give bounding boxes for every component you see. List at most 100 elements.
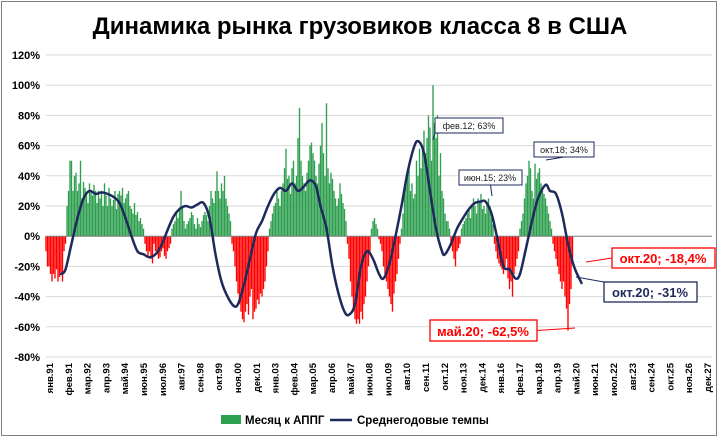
bar: [447, 221, 449, 237]
bar: [166, 236, 169, 252]
bar: [256, 236, 259, 300]
bar: [342, 202, 344, 237]
bar: [495, 236, 497, 252]
y-tick-label: 40%: [18, 171, 40, 183]
bar: [217, 190, 220, 237]
bar: [471, 206, 473, 237]
bar: [172, 224, 175, 237]
bar-series: [45, 85, 574, 331]
bar: [301, 175, 304, 237]
bar: [526, 175, 529, 237]
annotation-label: июн.15; 23%: [464, 173, 516, 183]
bar: [411, 183, 413, 237]
bar: [417, 175, 419, 237]
annotation-box: [434, 117, 504, 134]
bar: [378, 236, 380, 240]
y-tick-label: 100%: [12, 80, 40, 92]
bar: [249, 236, 251, 297]
bar: [468, 209, 470, 237]
bar: [418, 148, 421, 237]
bar: [210, 190, 212, 237]
bar: [273, 206, 275, 237]
bar: [402, 213, 404, 237]
bar: [546, 206, 548, 237]
bar: [75, 172, 77, 237]
bar: [93, 184, 95, 237]
bar: [501, 236, 503, 270]
bar: [267, 236, 269, 252]
x-axis-ticks: янв.91 фев.91 мар.92 апр.93 май.94 июн.95 июл.…: [45, 362, 714, 396]
bar: [487, 198, 490, 237]
bar: [477, 198, 479, 237]
bar: [351, 236, 353, 297]
annotations: фев.12; 63% июн.15; 23% окт.18; 34% окт.20;…: [429, 117, 716, 342]
bar: [259, 236, 262, 294]
bar: [505, 236, 508, 259]
bar: [376, 228, 379, 237]
bar: [225, 198, 227, 237]
bar: [408, 168, 410, 237]
bar: [70, 160, 73, 237]
bar: [255, 236, 257, 309]
bar: [258, 236, 260, 305]
bar: [319, 145, 322, 237]
bar: [568, 236, 571, 305]
bar: [55, 236, 58, 270]
bar: [49, 236, 52, 274]
bar: [463, 221, 466, 237]
bar: [489, 206, 491, 237]
annotation-box: [603, 281, 698, 303]
bar: [567, 236, 569, 331]
bar: [328, 183, 331, 237]
bar: [394, 236, 397, 282]
bar: [303, 183, 305, 237]
bar: [60, 236, 62, 273]
bar: [48, 236, 50, 267]
bar: [531, 190, 533, 237]
bar: [516, 236, 518, 259]
bar: [349, 236, 352, 282]
bar: [211, 198, 214, 237]
bar: [169, 236, 172, 244]
bar: [213, 202, 215, 237]
bar: [123, 202, 125, 237]
y-tick-label: -20%: [14, 261, 40, 273]
bar: [309, 145, 311, 237]
bar: [105, 195, 107, 237]
bar: [52, 236, 55, 274]
legend: Месяц к АППГ Среднегодовые темпы: [221, 415, 489, 427]
bar: [181, 206, 184, 237]
bar: [571, 236, 574, 264]
bar: [276, 190, 278, 237]
bar: [433, 122, 436, 237]
bar: [94, 190, 97, 237]
legend-bar-label: Месяц к АППГ: [245, 415, 325, 427]
legend-line-label: Среднегодовые темпы: [357, 415, 489, 427]
bar: [151, 236, 154, 264]
bar: [441, 190, 443, 237]
bar: [390, 236, 392, 305]
bar: [484, 213, 487, 237]
bar: [304, 190, 307, 237]
bar: [435, 138, 437, 237]
x-tick-label: ноя.00: [233, 363, 244, 393]
bar: [393, 236, 395, 294]
bar: [372, 221, 374, 237]
bar: [538, 168, 541, 237]
bar: [268, 228, 271, 237]
y-tick-label: -60%: [14, 322, 40, 334]
bar: [478, 202, 481, 237]
bar: [381, 236, 383, 252]
bar: [322, 153, 325, 237]
bar: [307, 160, 310, 237]
bar: [561, 236, 563, 290]
bar: [108, 187, 110, 237]
bar: [136, 212, 139, 237]
bar: [439, 153, 442, 237]
bar: [57, 236, 59, 282]
bar: [103, 183, 106, 237]
bar: [174, 221, 176, 237]
bar: [261, 236, 263, 297]
annotation-label: окт.18; 34%: [540, 145, 588, 155]
